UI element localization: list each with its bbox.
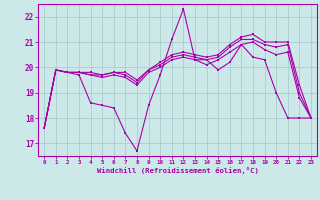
X-axis label: Windchill (Refroidissement éolien,°C): Windchill (Refroidissement éolien,°C) <box>97 167 259 174</box>
